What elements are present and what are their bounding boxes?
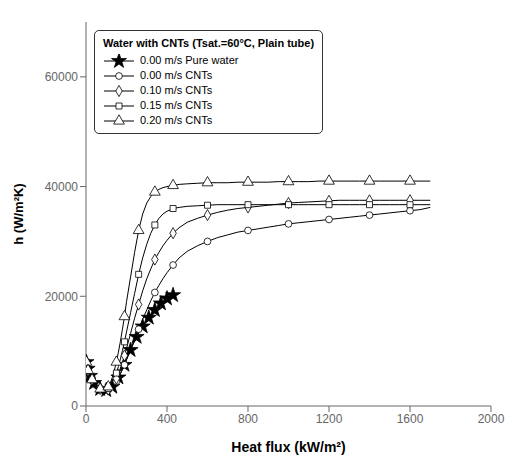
svg-text:1600: 1600 [397,412,424,426]
html-text:0.00 m/s Pure water: 0.00 m/s Pure water [140,54,239,66]
svg-text:2000: 2000 [478,412,505,426]
svg-text:h (W/m²K): h (W/m²K) [11,183,26,244]
html-text:0.15 m/s CNTs: 0.15 m/s CNTs [140,99,213,111]
svg-text:0: 0 [83,412,90,426]
svg-text:400: 400 [157,412,177,426]
svg-text:40000: 40000 [45,180,79,194]
svg-text:60000: 60000 [45,70,79,84]
svg-text:20000: 20000 [45,290,79,304]
svg-text:800: 800 [238,412,258,426]
svg-text:1200: 1200 [316,412,343,426]
svg-text:0: 0 [71,399,78,413]
svg-text:Heat flux (kW/m²): Heat flux (kW/m²) [231,439,345,455]
html-text:0.10 m/s CNTs: 0.10 m/s CNTs [140,84,213,96]
html-text:0.00 m/s CNTs: 0.00 m/s CNTs [140,69,213,81]
html-text:Water with CNTs (Tsat.=60°C, P: Water with CNTs (Tsat.=60°C, Plain tube) [103,37,315,49]
html-text:0.20 m/s CNTs: 0.20 m/s CNTs [140,114,213,126]
